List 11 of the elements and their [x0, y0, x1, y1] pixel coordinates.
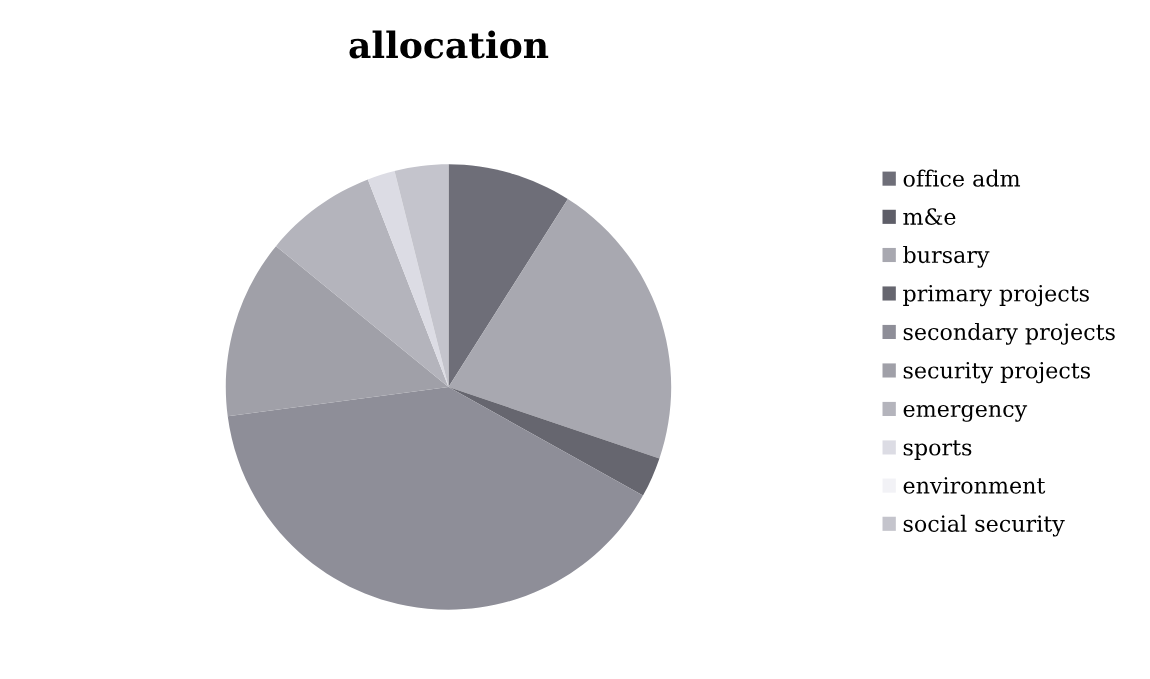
- legend-label: environment: [903, 477, 1046, 494]
- legend-label: office adm: [903, 169, 1021, 187]
- legend-label: security projects: [903, 361, 1090, 384]
- legend-label: bursary: [903, 245, 990, 268]
- legend-label: m&e: [903, 208, 956, 225]
- chart-title: allocation: [349, 30, 549, 59]
- legend-label: secondary projects: [903, 322, 1115, 345]
- legend-label: sports: [903, 440, 972, 460]
- legend-label: social security: [903, 514, 1065, 537]
- legend-label: primary projects: [903, 284, 1089, 307]
- legend-label: emergency: [903, 404, 1028, 422]
